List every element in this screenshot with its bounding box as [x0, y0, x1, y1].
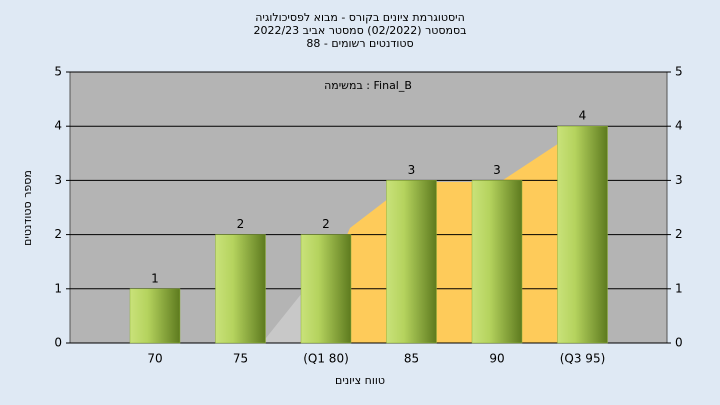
y-tick-label: 1	[54, 281, 62, 295]
value-label: 2	[237, 217, 245, 231]
chart-title: בסמסטר (02/2022) סמסטר אביב 2022/23	[253, 24, 466, 37]
bar	[215, 234, 266, 344]
y-tick-label: 0	[54, 336, 62, 350]
x-tick-label: (Q3 95)	[560, 352, 606, 366]
chart-title: היסטוגרמת ציונים בקורס - מבוא לפסיכולוגי…	[255, 11, 465, 24]
x-tick-label: 75	[233, 352, 248, 366]
value-label: 2	[322, 217, 330, 231]
bar	[471, 180, 523, 344]
x-tick-label: (Q1 80)	[303, 352, 349, 366]
x-tick-label: 90	[489, 352, 504, 366]
chart-title: סטודנטים רשומים - 88	[306, 37, 413, 50]
bar	[386, 180, 437, 344]
value-label: 3	[408, 163, 416, 177]
y2-tick-label: 0	[675, 336, 683, 350]
y-tick-label: 3	[54, 173, 62, 187]
y2-tick-label: 3	[675, 173, 683, 187]
y-tick-label: 2	[54, 227, 62, 241]
y2-tick-label: 4	[675, 119, 683, 133]
y2-tick-label: 5	[675, 65, 683, 79]
x-tick-label: 70	[147, 352, 162, 366]
value-label: 4	[579, 109, 587, 123]
y2-tick-label: 2	[675, 227, 683, 241]
value-label: 1	[151, 271, 159, 285]
bar	[300, 234, 352, 344]
bar	[557, 125, 608, 344]
y-axis-label: מספר סטודנטים	[21, 170, 34, 246]
marks: 1 2 2 3 3 4	[129, 109, 608, 344]
annotation: במשימה : Final_B	[324, 79, 412, 92]
x-tick-label: 85	[404, 352, 419, 366]
bar	[129, 288, 181, 344]
y2-tick-label: 1	[675, 281, 683, 295]
x-axis-label: טווח ציונים	[335, 374, 385, 387]
y-tick-label: 5	[54, 65, 62, 79]
y-tick-label: 4	[54, 119, 62, 133]
value-label: 3	[493, 163, 501, 177]
